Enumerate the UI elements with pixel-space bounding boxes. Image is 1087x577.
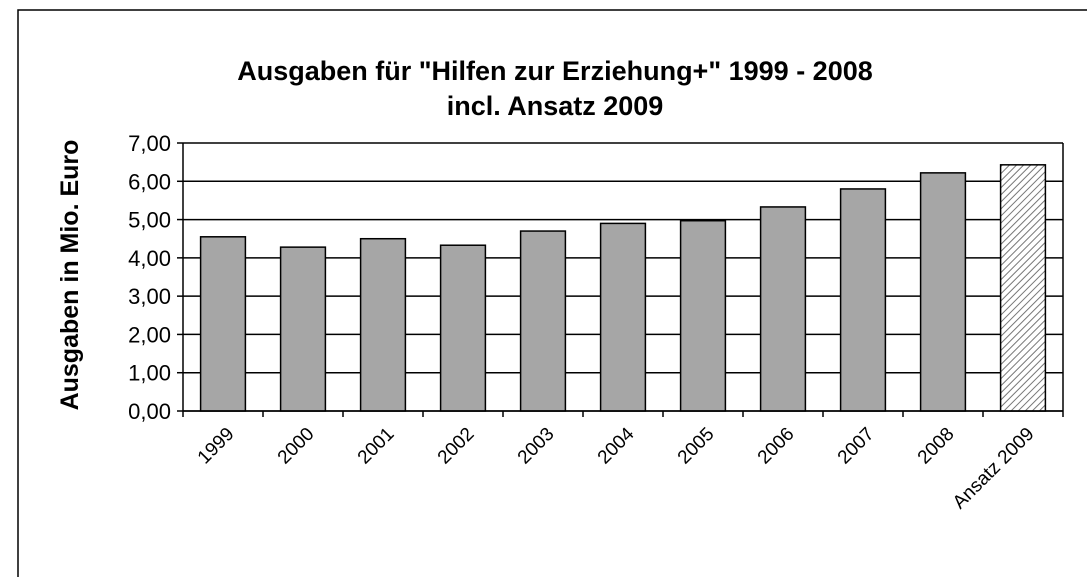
y-axis-label: Ausgaben in Mio. Euro <box>56 140 84 411</box>
bar <box>279 246 327 412</box>
y-tick-label: 4,00 <box>128 246 171 271</box>
y-tick-label: 7,00 <box>128 131 171 156</box>
bar <box>839 188 887 412</box>
bar <box>599 222 647 412</box>
bar <box>679 219 727 412</box>
bar <box>759 206 807 412</box>
y-tick-label: 6,00 <box>128 169 171 194</box>
chart-title: Ausgaben für "Hilfen zur Erziehung+" 199… <box>237 56 873 86</box>
y-tick-label: 5,00 <box>128 208 171 233</box>
bar <box>359 237 407 412</box>
y-tick-label: 0,00 <box>128 399 171 424</box>
y-tick-label: 1,00 <box>128 361 171 386</box>
bar <box>519 230 567 412</box>
bar <box>199 236 247 412</box>
bar <box>439 244 487 412</box>
bar <box>919 172 967 412</box>
y-tick-label: 3,00 <box>128 284 171 309</box>
chart-subtitle: incl. Ansatz 2009 <box>447 91 664 121</box>
bar <box>999 164 1047 412</box>
y-tick-label: 2,00 <box>128 322 171 347</box>
